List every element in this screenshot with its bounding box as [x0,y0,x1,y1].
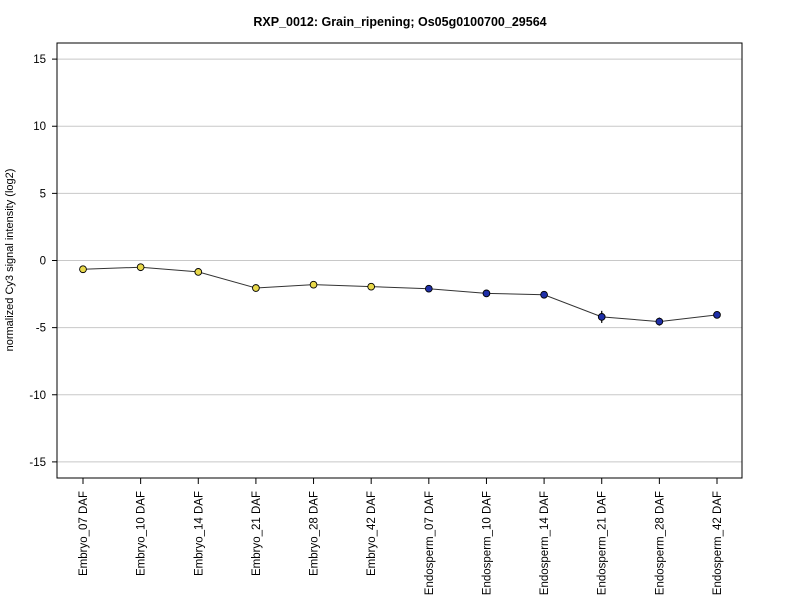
y-axis: 15 10 5 0 -5 -10 -15 [29,54,57,469]
x-tick-label: Endosperm_28 DAF [654,491,666,595]
x-tick-label: Embryo_28 DAF [309,491,321,576]
y-tick-label: 0 [40,256,46,268]
data-point [309,280,318,289]
y-tick-label: -10 [29,390,46,402]
data-point [136,263,145,272]
x-tick-label: Endosperm_14 DAF [539,491,551,595]
x-tick-label: Embryo_10 DAF [136,491,148,576]
y-tick-label: 10 [33,121,46,133]
x-tick-label: Endosperm_07 DAF [424,491,436,595]
y-axis-label: normalized Cy3 signal intensity (log2) [4,169,16,352]
y-tick-label: -15 [29,457,46,469]
data-point [367,282,376,291]
data-point [713,311,721,319]
y-tick-label: -5 [36,323,46,335]
chart-title: RXP_0012: Grain_ripening; Os05g0100700_2… [253,15,546,29]
x-tick-label: Embryo_14 DAF [193,491,205,576]
data-point [194,268,203,276]
y-tick-label: 15 [33,54,46,66]
series-line [82,266,718,323]
gridlines [57,58,742,463]
data-point [252,284,260,292]
series-expression [79,263,721,326]
x-axis: Embryo_07 DAF Embryo_10 DAF Embryo_14 DAF E… [78,478,724,595]
x-tick-label: Endosperm_10 DAF [481,491,493,595]
x-tick-label: Endosperm_42 DAF [712,491,724,595]
data-point [424,284,433,293]
data-point [482,289,491,298]
x-tick-label: Embryo_07 DAF [78,491,90,576]
data-point [655,317,664,326]
x-tick-label: Embryo_42 DAF [366,491,378,576]
data-point [540,290,548,299]
data-point [597,313,606,321]
x-tick-label: Embryo_21 DAF [251,491,263,576]
y-tick-label: 5 [40,188,46,200]
data-point [79,265,87,274]
x-tick-label: Endosperm_21 DAF [597,491,609,595]
plot-frame [56,42,743,479]
